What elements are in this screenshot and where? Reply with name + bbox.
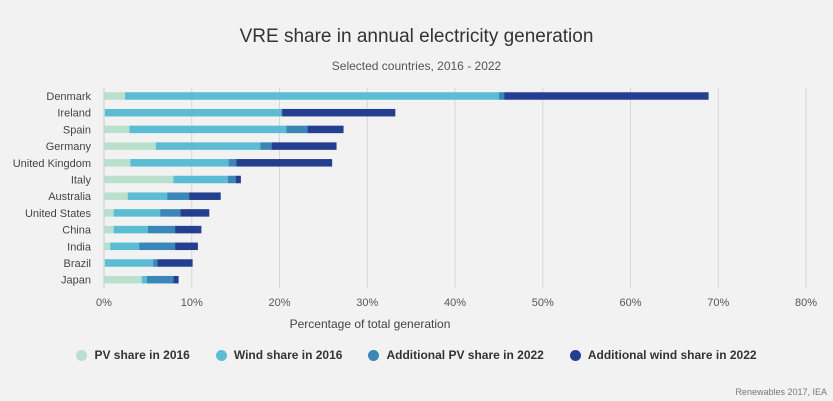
legend-label: Additional PV share in 2022 bbox=[386, 348, 544, 362]
bar-segment bbox=[104, 259, 105, 267]
category-label: Ireland bbox=[57, 108, 91, 120]
category-label: United States bbox=[25, 208, 92, 220]
bar-segment bbox=[227, 175, 236, 184]
bar-segment bbox=[104, 92, 126, 100]
bar-segment bbox=[104, 259, 154, 267]
legend-item: PV share in 2016 bbox=[76, 348, 190, 362]
bar-segment bbox=[104, 275, 142, 284]
x-tick-label: 70% bbox=[707, 297, 729, 309]
bar-segment bbox=[228, 159, 237, 167]
bar-segment bbox=[104, 159, 131, 167]
bar-segment bbox=[282, 108, 396, 117]
bar-segment bbox=[104, 192, 128, 200]
bar-segment bbox=[104, 108, 282, 117]
bar-segment bbox=[180, 209, 210, 217]
bar-segment bbox=[157, 259, 193, 267]
category-label: China bbox=[62, 225, 92, 237]
chart-title: VRE share in annual electricity generati… bbox=[239, 26, 594, 47]
legend-label: Additional wind share in 2022 bbox=[587, 348, 757, 362]
bar-segment bbox=[235, 175, 241, 184]
category-label: United Kingdom bbox=[13, 158, 91, 170]
bar-segment bbox=[504, 92, 709, 100]
legend-label: Wind share in 2016 bbox=[233, 348, 343, 362]
legend-swatch bbox=[76, 349, 88, 361]
bar-segment bbox=[147, 225, 176, 234]
bar-segment bbox=[189, 192, 221, 200]
x-tick-label: 20% bbox=[268, 297, 290, 309]
legend-swatch bbox=[368, 349, 380, 361]
bar-segment bbox=[130, 159, 229, 167]
category-label: India bbox=[67, 241, 92, 253]
legend-label: PV share in 2016 bbox=[94, 348, 190, 362]
bar-segment bbox=[160, 209, 181, 217]
x-tick-label: 60% bbox=[619, 297, 641, 309]
x-tick-label: 10% bbox=[181, 297, 203, 309]
bar-segment bbox=[173, 275, 179, 284]
bar-segment bbox=[125, 92, 499, 100]
bar-segment bbox=[110, 242, 140, 251]
bar-segment bbox=[271, 142, 337, 150]
bar-segment bbox=[175, 225, 202, 234]
x-tick-label: 0% bbox=[96, 297, 112, 309]
chart-subtitle: Selected countries, 2016 - 2022 bbox=[331, 59, 502, 73]
bar-segment bbox=[127, 192, 168, 200]
legend-item: Wind share in 2016 bbox=[215, 348, 343, 362]
bar-segment bbox=[153, 259, 158, 267]
bar-segment bbox=[167, 192, 190, 200]
bar-segment bbox=[129, 125, 287, 134]
x-tick-label: 30% bbox=[356, 297, 378, 309]
bar-segment bbox=[236, 159, 333, 167]
bar-segment bbox=[307, 125, 344, 134]
bar-segment bbox=[113, 225, 148, 234]
bar-segment bbox=[175, 242, 198, 251]
bar-segment bbox=[286, 125, 308, 134]
category-label: Japan bbox=[61, 275, 91, 287]
bar-segment bbox=[104, 225, 114, 234]
bar-segment bbox=[113, 209, 161, 217]
bar-segment bbox=[141, 275, 147, 284]
legend-item: Additional wind share in 2022 bbox=[569, 348, 757, 362]
chart-legend: PV share in 2016 Wind share in 2016 Additi… bbox=[0, 348, 833, 362]
bar-segment bbox=[155, 142, 261, 150]
legend-swatch bbox=[215, 349, 227, 361]
bar-segment bbox=[260, 142, 272, 150]
bar-segment bbox=[139, 242, 176, 251]
bar-segment bbox=[104, 242, 111, 251]
bar-segment bbox=[281, 108, 283, 117]
x-tick-label: 80% bbox=[795, 297, 817, 309]
category-label: Italy bbox=[71, 175, 92, 187]
x-tick-label: 40% bbox=[444, 297, 466, 309]
legend-swatch bbox=[569, 349, 581, 361]
bar-segment bbox=[498, 92, 505, 100]
bar-segment bbox=[104, 142, 156, 150]
x-tick-label: 50% bbox=[532, 297, 554, 309]
bar-segment bbox=[146, 275, 174, 284]
category-label: Brazil bbox=[63, 258, 91, 270]
bar-segment bbox=[104, 209, 114, 217]
bar-segment bbox=[104, 108, 105, 117]
category-label: Denmark bbox=[46, 91, 91, 103]
source-note: Renewables 2017, IEA bbox=[735, 387, 827, 397]
bar-segment bbox=[104, 175, 174, 184]
bar-segment bbox=[173, 175, 228, 184]
bar-segment bbox=[104, 125, 130, 134]
category-label: Germany bbox=[46, 141, 92, 153]
category-label: Spain bbox=[63, 124, 91, 136]
legend-item: Additional PV share in 2022 bbox=[368, 348, 544, 362]
x-axis-title: Percentage of total generation bbox=[290, 317, 451, 331]
category-label: Australia bbox=[48, 191, 92, 203]
